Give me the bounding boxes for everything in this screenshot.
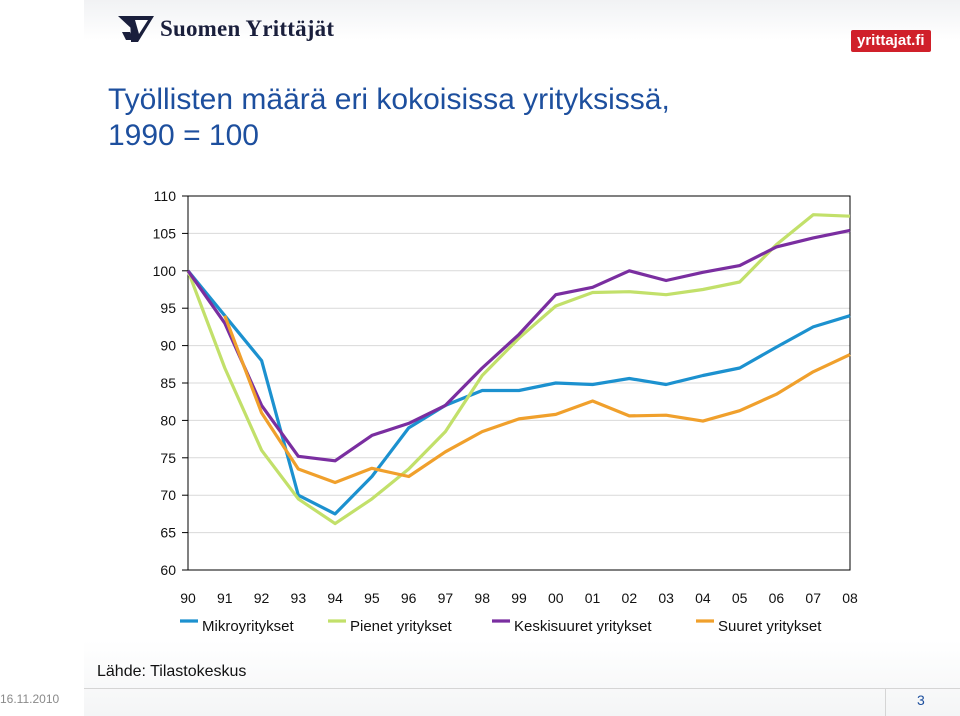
slide-title-line2: 1990 = 100	[108, 119, 259, 152]
x-tick-label: 92	[254, 590, 270, 606]
series-line-1	[186, 213, 851, 526]
y-tick-label: 95	[160, 300, 176, 316]
x-tick-label: 04	[695, 590, 711, 606]
yrittajat-fi-badge[interactable]: yrittajat.fi	[851, 30, 931, 52]
logo-mark-icon	[118, 16, 154, 42]
x-tick-label: 98	[474, 590, 490, 606]
legend-label-1: Pienet yritykset	[350, 618, 453, 635]
slide-title: Työllisten määrä eri kokoisissa yrityksi…	[108, 82, 670, 154]
left-margin-strip	[0, 0, 84, 690]
x-tick-label: 93	[291, 590, 307, 606]
x-tick-label: 95	[364, 590, 380, 606]
series-layer	[186, 213, 851, 526]
legend: Mikroyritykset Pienet yritykset Keskisuure…	[180, 618, 822, 635]
y-tick-label: 110	[154, 188, 177, 204]
y-tick-label: 60	[160, 562, 176, 578]
footer-box	[885, 689, 906, 716]
series-line-2	[186, 228, 851, 463]
x-tick-label: 06	[769, 590, 785, 606]
source-note: Lähde: Tilastokeskus	[97, 663, 247, 680]
y-tick-label: 65	[160, 525, 176, 541]
slide-background	[84, 0, 960, 716]
y-tick-label: 90	[160, 338, 176, 354]
y-tick-label: 100	[153, 263, 177, 279]
page-number: 3	[917, 692, 925, 708]
series-line-0	[186, 269, 851, 516]
axis-layer	[182, 195, 851, 571]
x-tick-label: 96	[401, 590, 417, 606]
slide-date: 16.11.2010	[0, 692, 60, 706]
x-tick-label: 97	[438, 590, 454, 606]
x-tick-label: 05	[732, 590, 748, 606]
series-line-3	[223, 315, 851, 485]
y-tick-label: 75	[160, 450, 176, 466]
y-tick-label: 70	[160, 487, 176, 503]
x-tick-label: 94	[327, 590, 343, 606]
y-tick-label: 85	[160, 375, 176, 391]
slide-title-line1: Työllisten määrä eri kokoisissa yrityksi…	[108, 83, 670, 116]
logo-text: Suomen Yrittäjät	[160, 16, 335, 41]
x-tick-label: 90	[180, 590, 196, 606]
x-tick-label: 07	[805, 590, 821, 606]
x-tick-label: 08	[842, 590, 858, 606]
footer-divider	[84, 688, 960, 689]
y-tick-label: 80	[160, 412, 176, 428]
legend-label-3: Suuret yritykset	[718, 618, 822, 635]
x-tick-label: 02	[622, 590, 638, 606]
x-tick-label: 99	[511, 590, 527, 606]
y-tick-label: 105	[153, 225, 177, 241]
x-tick-label: 01	[585, 590, 601, 606]
x-tick-label: 03	[658, 590, 674, 606]
legend-label-0: Mikroyritykset	[202, 618, 295, 635]
x-tick-label: 91	[217, 590, 233, 606]
suomen-yrittajat-logo: Suomen Yrittäjät	[118, 14, 334, 44]
legend-label-2: Keskisuuret yritykset	[514, 618, 652, 635]
x-tick-label: 00	[548, 590, 564, 606]
grid-layer	[188, 232, 850, 534]
